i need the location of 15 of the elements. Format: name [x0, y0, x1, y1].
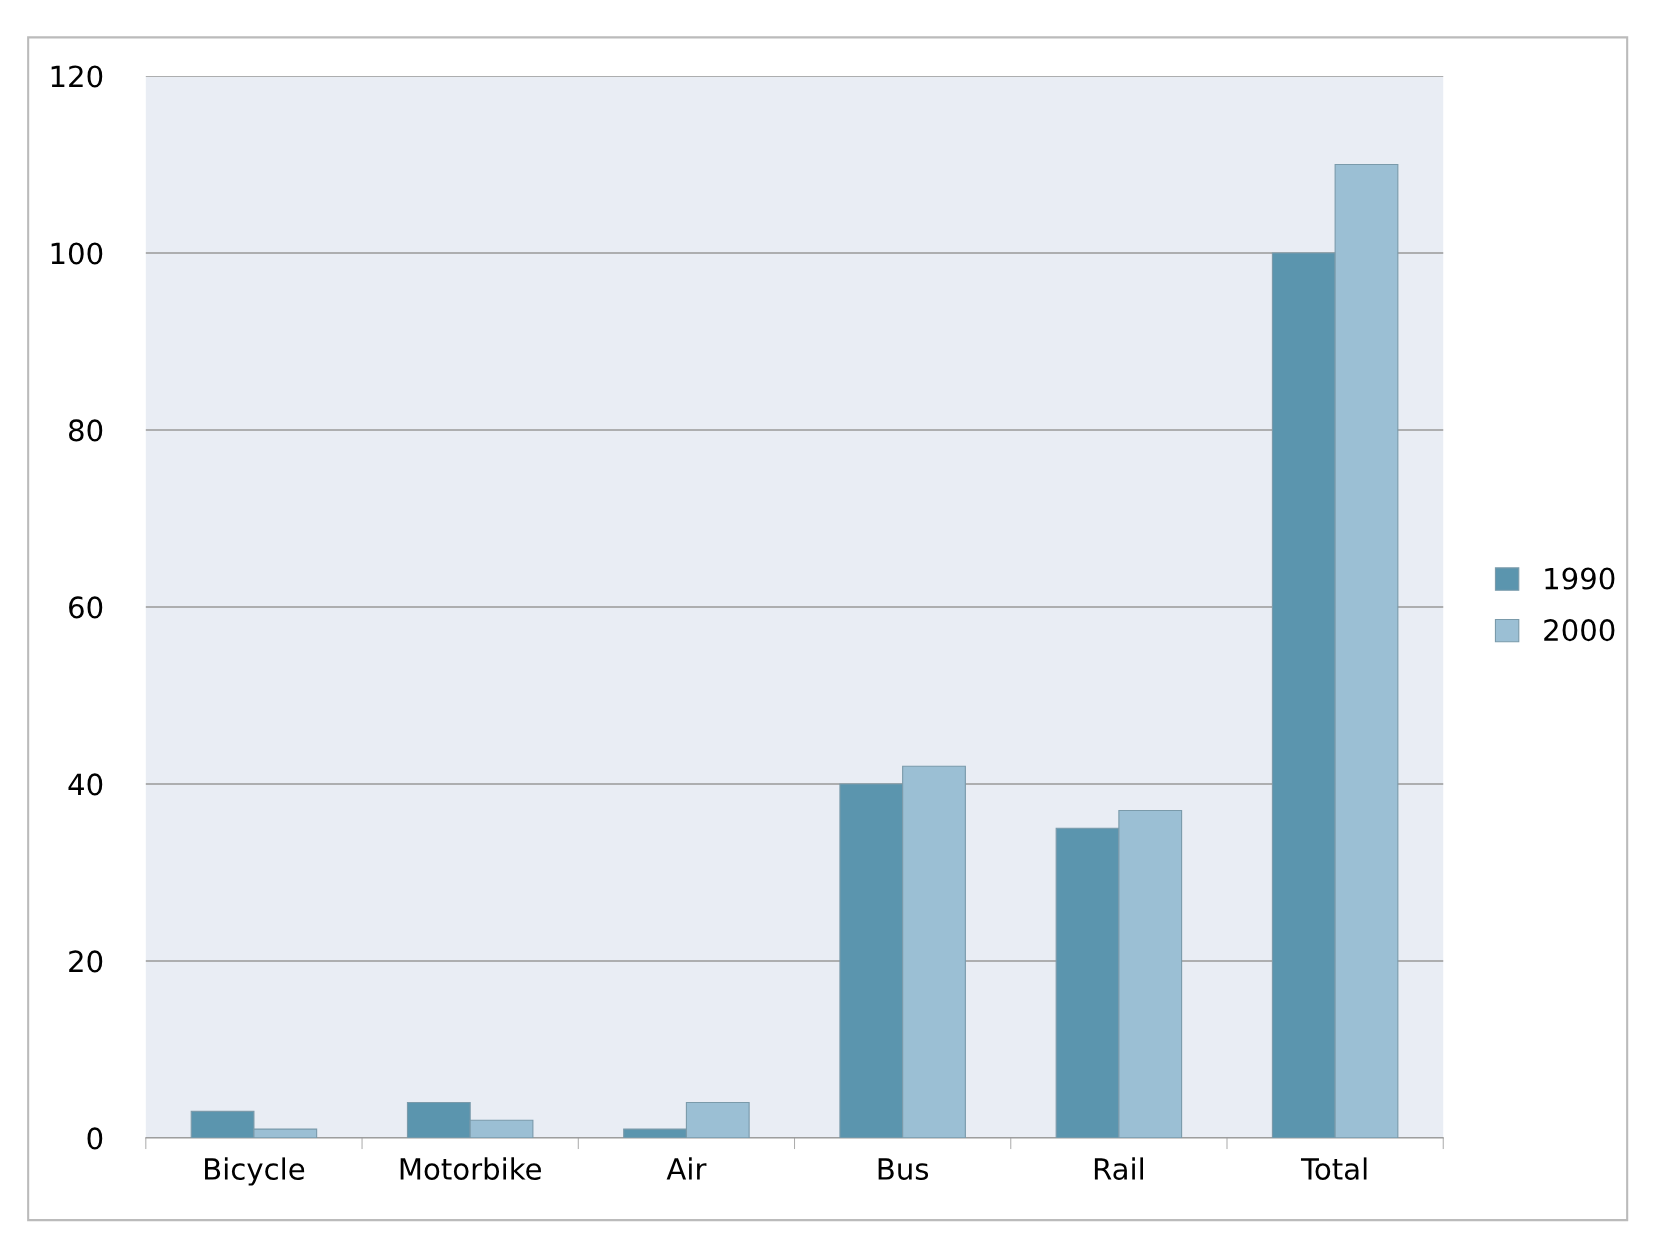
legend-label: 2000 [1544, 619, 1615, 642]
y-tick-label: 80 [69, 419, 103, 442]
x-tick-label: Bicycle [205, 1157, 305, 1186]
y-tick-label: 60 [69, 596, 103, 619]
y-tick-label: 0 [87, 1127, 103, 1150]
x-tick-label: Motorbike [400, 1157, 541, 1180]
x-tick-label: Air [666, 1157, 707, 1180]
x-tick-label: Bus [878, 1158, 929, 1180]
legend-label: 1990 [1545, 567, 1615, 590]
x-tick-label: Rail [1094, 1157, 1143, 1180]
y-tick-label: 40 [68, 773, 103, 796]
x-tick-label: Total [1300, 1157, 1367, 1180]
y-tick-label: 20 [69, 950, 103, 973]
y-tick-label: 120 [51, 65, 103, 88]
y-tick-label: 100 [51, 242, 103, 265]
